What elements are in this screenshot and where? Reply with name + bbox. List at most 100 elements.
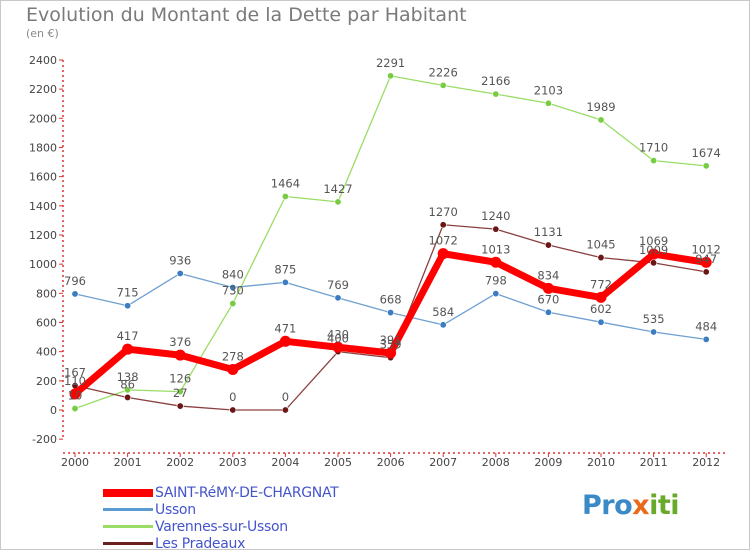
data-label-usson: 769 (327, 278, 349, 292)
data-point-saint-r-my-de-chargnat (69, 388, 81, 400)
data-label-les-pradeaux: 86 (120, 377, 135, 391)
data-point-saint-r-my-de-chargnat (595, 291, 607, 303)
data-point-les-pradeaux (124, 393, 132, 401)
data-label-usson: 484 (695, 319, 717, 333)
legend-label-usson: Usson (155, 501, 196, 518)
data-label-saint-r-my-de-chargnat: 471 (274, 321, 296, 335)
y-tick-label: 200 (36, 375, 57, 388)
data-point-saint-r-my-de-chargnat (332, 341, 344, 353)
data-point-saint-r-my-de-chargnat (279, 335, 291, 347)
x-tick-label: 2006 (377, 456, 405, 469)
axes: -200020040060080010001200140016001800200… (29, 54, 728, 469)
y-tick-label: 1800 (29, 141, 57, 154)
data-point-les-pradeaux (702, 268, 710, 276)
data-label-usson: 535 (643, 312, 665, 326)
data-label-varennes-sur-usson: 2166 (481, 74, 510, 88)
data-label-varennes-sur-usson: 1464 (271, 176, 300, 190)
data-point-varennes-sur-usson (281, 192, 289, 200)
data-label-usson: 584 (432, 305, 454, 319)
data-label-les-pradeaux: 359 (380, 338, 402, 352)
data-point-usson (544, 308, 552, 316)
x-tick-label: 2001 (114, 456, 142, 469)
data-label-saint-r-my-de-chargnat: 430 (327, 327, 349, 341)
data-label-usson: 798 (485, 274, 507, 288)
x-tick-label: 2005 (324, 456, 352, 469)
x-tick-label: 2008 (482, 456, 510, 469)
chart-title: Evolution du Montant de la Dette par Hab… (26, 4, 467, 26)
data-label-les-pradeaux: 0 (229, 390, 236, 404)
legend-swatch-varennes (103, 525, 153, 528)
data-label-saint-r-my-de-chargnat: 278 (222, 349, 244, 363)
data-point-varennes-sur-usson (597, 116, 605, 124)
y-tick-label: 2400 (29, 54, 57, 67)
y-tick-label: 800 (36, 287, 57, 300)
x-tick-label: 2012 (692, 456, 720, 469)
data-point-usson (281, 278, 289, 286)
data-point-varennes-sur-usson (544, 99, 552, 107)
data-point-saint-r-my-de-chargnat (437, 248, 449, 260)
x-tick-label: 2010 (587, 456, 615, 469)
data-label-varennes-sur-usson: 10 (68, 389, 83, 403)
data-label-varennes-sur-usson: 1674 (692, 146, 721, 160)
data-point-usson (597, 318, 605, 326)
data-point-saint-r-my-de-chargnat (174, 349, 186, 361)
data-label-varennes-sur-usson: 138 (117, 370, 139, 384)
y-tick-label: 2000 (29, 112, 57, 125)
legend-swatch-usson (103, 508, 153, 511)
x-tick-label: 2004 (271, 456, 299, 469)
data-point-varennes-sur-usson (387, 72, 395, 80)
data-point-usson (702, 335, 710, 343)
data-label-les-pradeaux: 0 (282, 390, 289, 404)
data-point-saint-r-my-de-chargnat (227, 363, 239, 375)
data-point-usson (387, 309, 395, 317)
data-point-usson (334, 294, 342, 302)
data-label-varennes-sur-usson: 2226 (429, 65, 458, 79)
data-point-usson (124, 302, 132, 310)
y-tick-label: 400 (36, 346, 57, 359)
data-label-usson: 602 (590, 302, 612, 316)
data-point-usson (229, 283, 237, 291)
legend-swatch-pradeaux (103, 542, 153, 545)
data-label-les-pradeaux: 1131 (534, 225, 563, 239)
data-label-usson: 840 (222, 267, 244, 281)
legend-item-pradeaux: Les Pradeaux (103, 535, 338, 552)
data-label-usson: 670 (537, 292, 559, 306)
data-point-saint-r-my-de-chargnat (648, 248, 660, 260)
data-label-usson: 936 (169, 253, 191, 267)
x-tick-label: 2002 (166, 456, 194, 469)
data-point-les-pradeaux (439, 221, 447, 229)
data-point-les-pradeaux (229, 406, 237, 414)
legend-label-pradeaux: Les Pradeaux (155, 535, 246, 552)
data-point-les-pradeaux (650, 259, 658, 267)
y-tick-label: 600 (36, 316, 57, 329)
data-label-usson: 875 (274, 262, 296, 276)
data-label-les-pradeaux: 167 (64, 366, 86, 380)
data-label-varennes-sur-usson: 126 (169, 372, 191, 386)
legend-item-usson: Usson (103, 501, 338, 518)
y-tick-label: -200 (32, 433, 57, 446)
series-lines (69, 72, 712, 414)
data-point-usson (492, 290, 500, 298)
data-label-saint-r-my-de-chargnat: 1012 (692, 242, 721, 256)
data-point-saint-r-my-de-chargnat (542, 282, 554, 294)
x-tick-label: 2007 (429, 456, 457, 469)
proxiti-logo: Proxiti (582, 490, 679, 521)
data-label-les-pradeaux: 1270 (429, 205, 458, 219)
y-tick-label: 1000 (29, 258, 57, 271)
data-point-varennes-sur-usson (702, 162, 710, 170)
data-label-les-pradeaux: 947 (695, 252, 717, 266)
chart-subtitle: (en €) (26, 27, 59, 40)
legend-label-varennes: Varennes-sur-Usson (155, 518, 288, 535)
legend-item-saint-remy: SAINT-RéMY-DE-CHARGNAT (103, 484, 339, 501)
data-label-les-pradeaux: 1240 (481, 209, 510, 223)
data-point-les-pradeaux (176, 402, 184, 410)
data-label-saint-r-my-de-chargnat: 834 (537, 268, 559, 282)
data-point-usson (650, 328, 658, 336)
data-point-saint-r-my-de-chargnat (122, 343, 134, 355)
data-point-varennes-sur-usson (71, 405, 79, 413)
y-tick-label: 2200 (29, 83, 57, 96)
data-point-varennes-sur-usson (334, 198, 342, 206)
data-label-saint-r-my-de-chargnat: 1069 (639, 234, 668, 248)
data-label-usson: 796 (64, 274, 86, 288)
